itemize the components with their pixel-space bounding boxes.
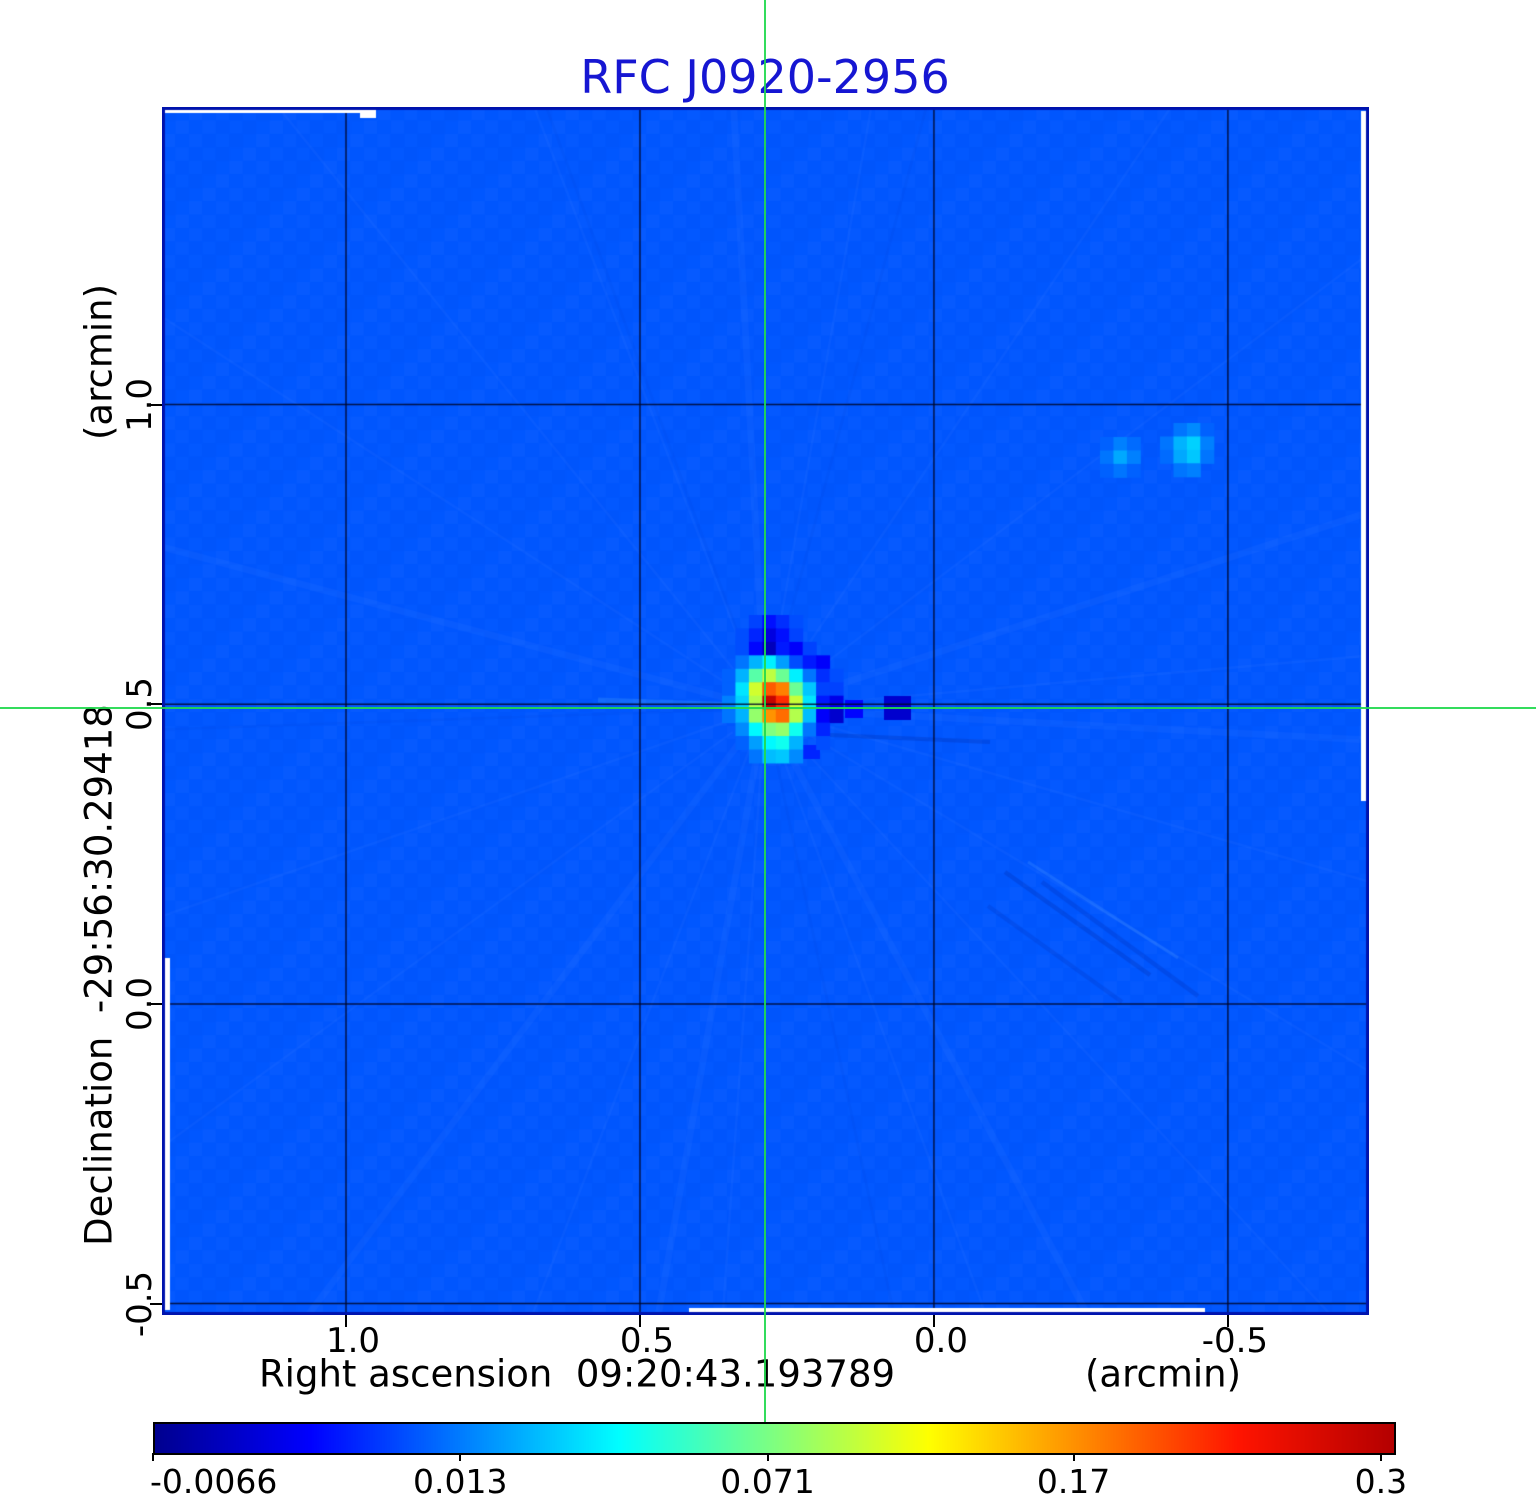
colorbar-tickmark <box>459 1453 462 1461</box>
y-tick-label: 1.0 <box>120 377 160 432</box>
colorbar <box>153 1422 1396 1455</box>
x-tick-label: 0.5 <box>619 1321 675 1361</box>
y-axis-label: Declination -29:56:30.29418 <box>77 704 121 1246</box>
x-axis-unit: (arcmin) <box>1084 1352 1242 1396</box>
colorbar-tickmark <box>1379 1453 1382 1461</box>
x-axis-tickmark <box>638 1315 641 1327</box>
x-axis-tickmark <box>345 1315 348 1327</box>
x-tick-label: 1.0 <box>325 1321 381 1361</box>
x-axis-tickmark <box>1226 1315 1229 1327</box>
page-title: RFC J0920-2956 <box>580 50 950 104</box>
y-axis-tickmark <box>150 1302 162 1305</box>
y-axis-tickmark <box>150 703 162 706</box>
colorbar-tick-label: 0.17 <box>1036 1462 1111 1501</box>
x-tick-label: 0.0 <box>913 1321 968 1361</box>
crosshair-vertical-line <box>764 0 767 1422</box>
y-tick-label: -0.5 <box>120 1270 160 1337</box>
colorbar-tick-label: 0.013 <box>413 1462 508 1501</box>
y-tick-label: 0.0 <box>120 976 160 1031</box>
crosshair-horizontal-line <box>0 707 1536 710</box>
colorbar-tick-label: 0.071 <box>720 1462 815 1501</box>
y-axis-tickmark <box>150 1002 162 1005</box>
x-axis-tickmark <box>932 1315 935 1327</box>
colorbar-tickmark <box>1072 1453 1075 1461</box>
x-tick-label: -0.5 <box>1201 1321 1269 1361</box>
x-axis-label: Right ascension 09:20:43.193789 <box>258 1352 896 1396</box>
y-axis-tickmark <box>150 403 162 406</box>
colorbar-tickmark <box>766 1453 769 1461</box>
y-tick-label: 0.5 <box>120 677 160 732</box>
colorbar-tickmark <box>152 1453 154 1461</box>
colorbar-tick-label: -0.0066 <box>150 1462 278 1501</box>
colorbar-tick-label: 0.3 <box>1354 1462 1408 1501</box>
y-axis-unit: (arcmin) <box>77 283 121 441</box>
